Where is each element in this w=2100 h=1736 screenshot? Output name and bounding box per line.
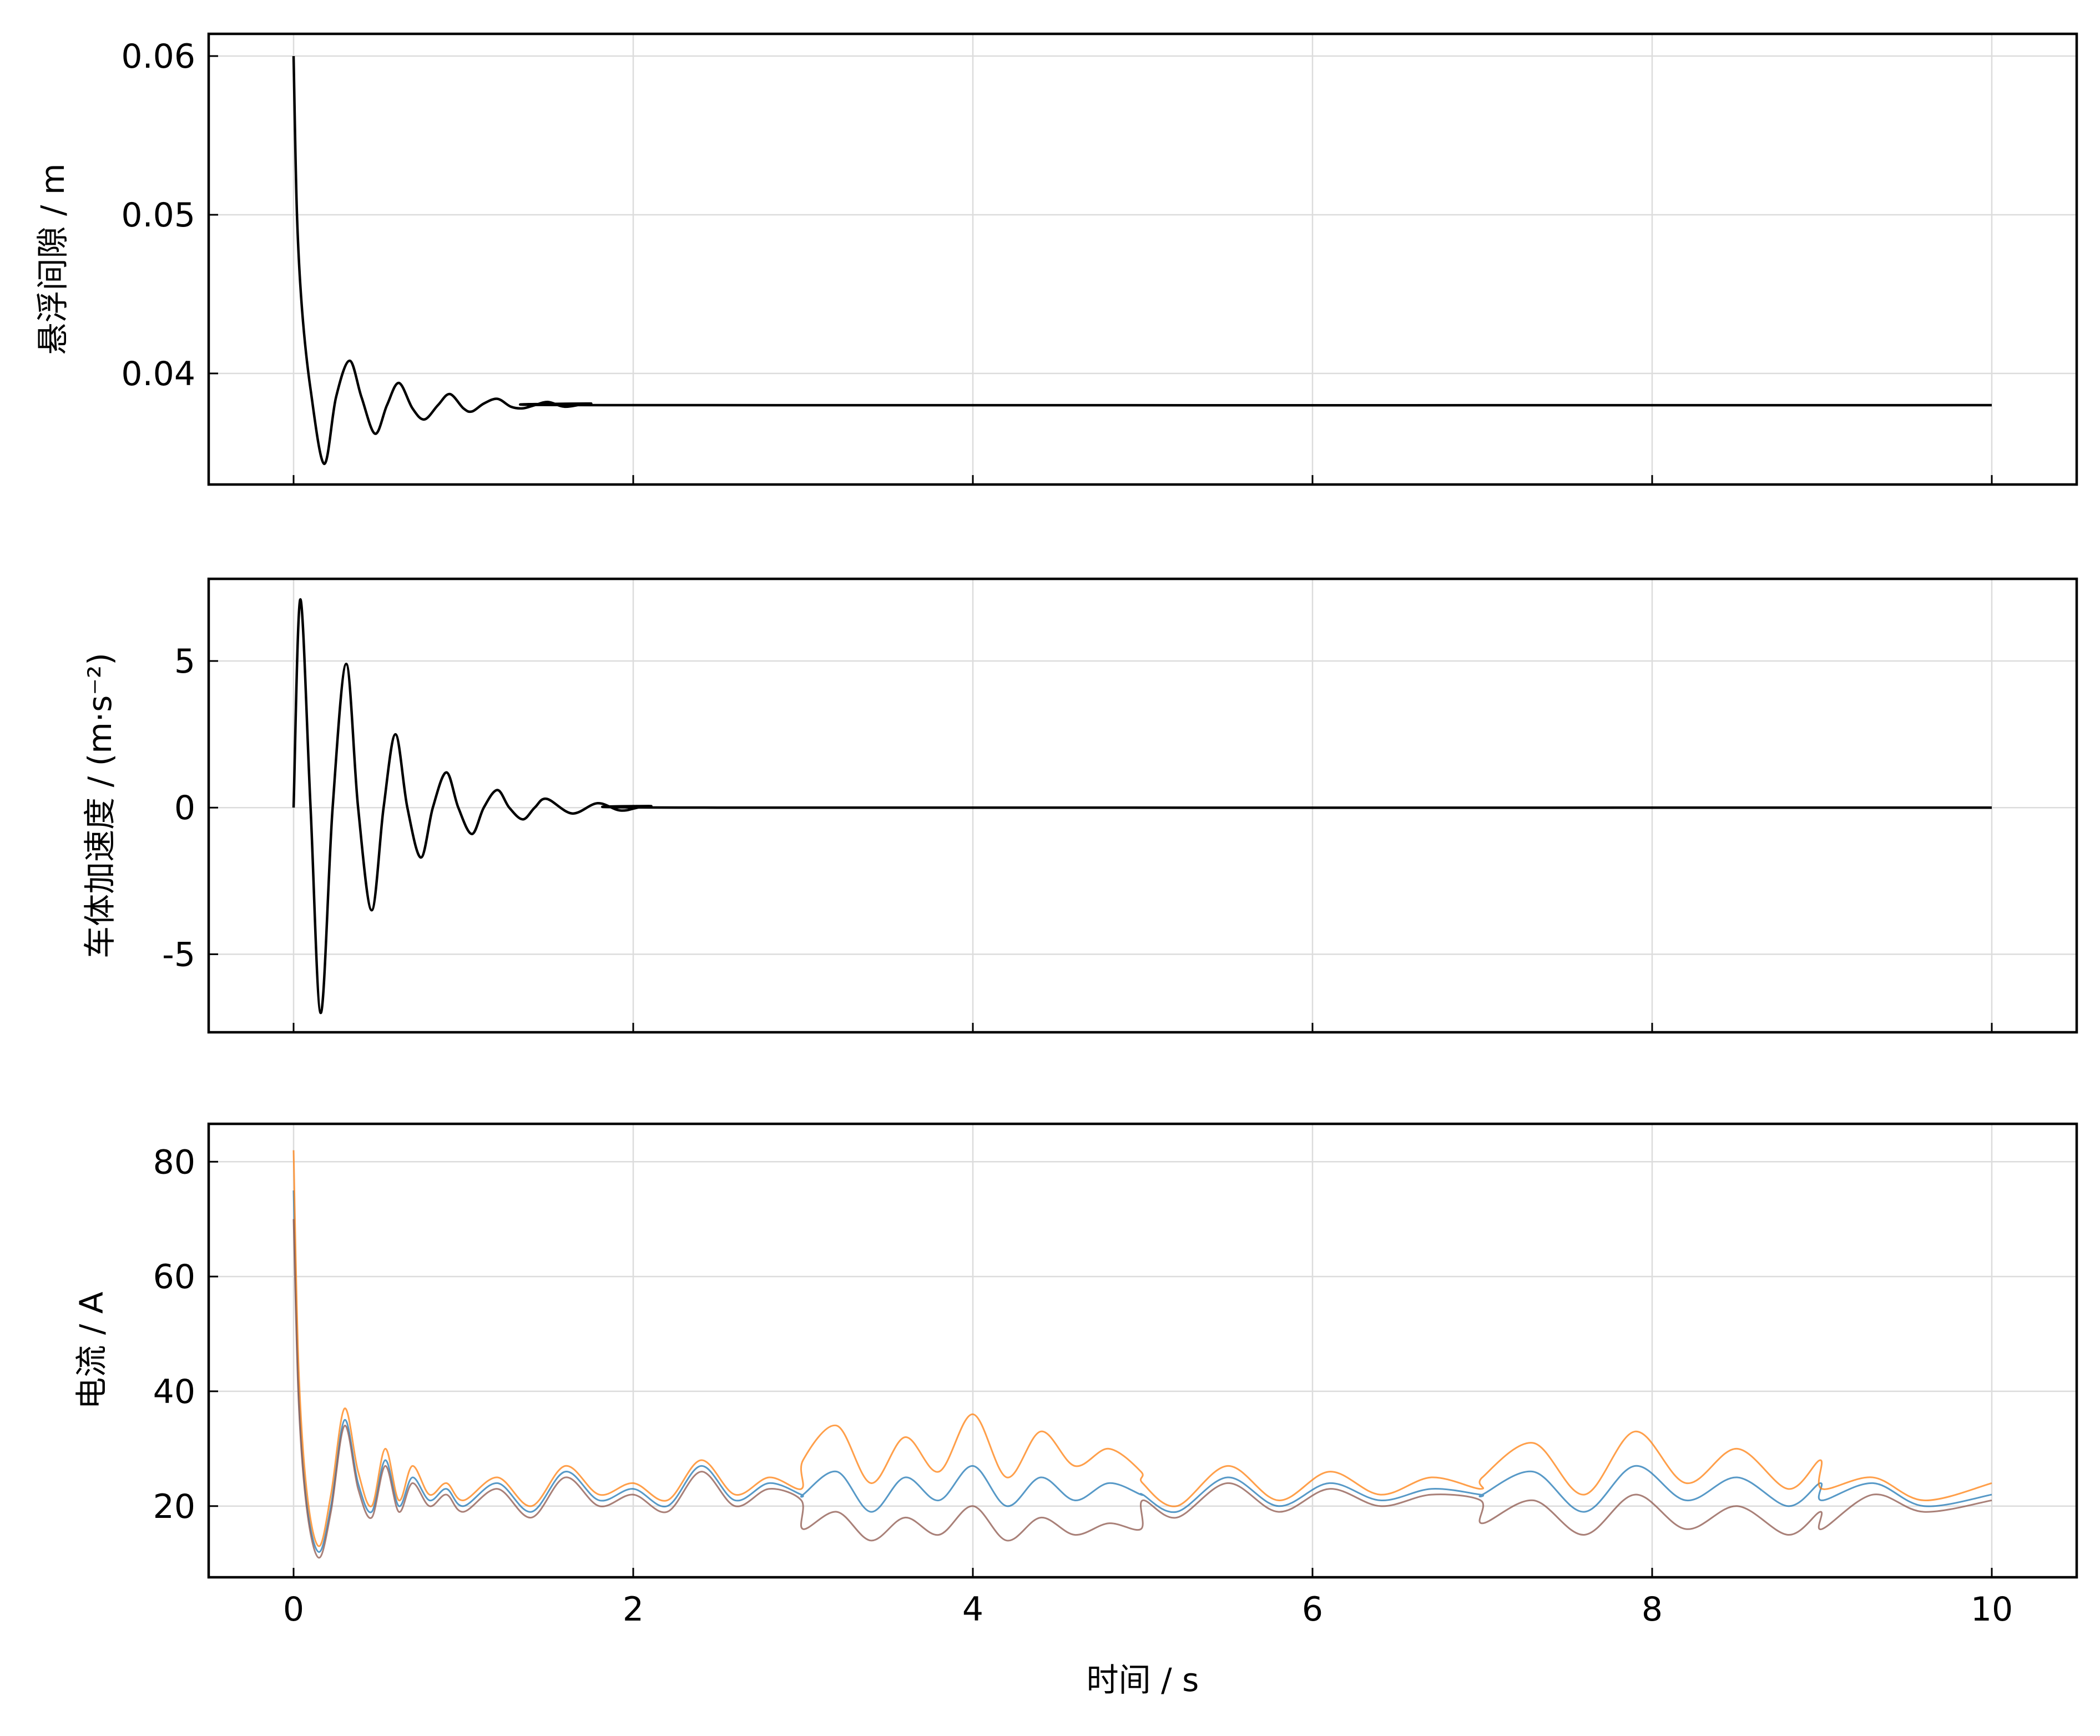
x-axis-label: 时间 / s: [1087, 1661, 1199, 1699]
data-line: [292, 1219, 1992, 1559]
axes-frame: [207, 1122, 2078, 1579]
data-line: [292, 1150, 1992, 1547]
y-tick-label: 20: [153, 1487, 195, 1526]
x-tick-label: 8: [1642, 1590, 1663, 1629]
y-tick-label: -5: [162, 935, 195, 974]
data-line: [292, 598, 1992, 1015]
data-line: [292, 1190, 1992, 1553]
y-tick-label: 0: [174, 789, 195, 827]
axes-frame: [207, 577, 2078, 1034]
x-tick-label: 4: [962, 1590, 983, 1629]
y-tick-label: 0.04: [121, 355, 195, 393]
x-tick-label: 2: [623, 1590, 644, 1629]
y-tick-label: 60: [153, 1258, 195, 1296]
y-tick-label: 0.05: [121, 196, 195, 235]
y-axis-label: 车体加速度 / (m·s⁻²): [81, 653, 119, 958]
y-axis-label: 电流 / A: [73, 1291, 110, 1409]
data-line: [292, 55, 1992, 466]
axes-frame: [207, 32, 2078, 486]
x-tick-label: 10: [1971, 1590, 2013, 1629]
x-tick-label: 6: [1302, 1590, 1323, 1629]
y-tick-label: 80: [153, 1143, 195, 1182]
y-axis-label: 悬浮间隙 / m: [34, 164, 72, 355]
y-tick-label: 5: [174, 642, 195, 681]
x-tick-label: 0: [283, 1590, 304, 1629]
y-tick-label: 0.06: [121, 37, 195, 76]
y-tick-label: 40: [153, 1372, 195, 1411]
